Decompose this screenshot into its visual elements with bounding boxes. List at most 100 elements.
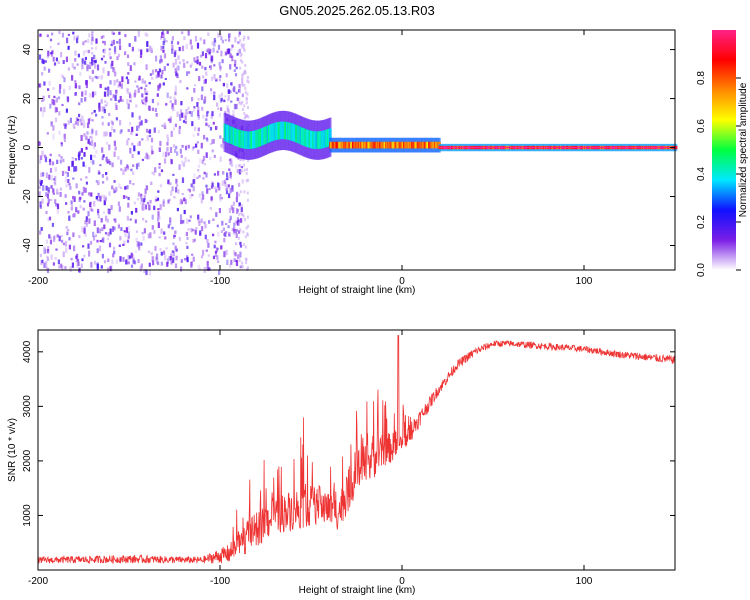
heatmap-cell	[97, 208, 100, 214]
heatmap-cell	[174, 58, 178, 65]
heatmap-cell	[143, 80, 147, 84]
heatmap-cell	[158, 163, 161, 166]
heatmap-cell	[105, 156, 108, 162]
heatmap-cell	[112, 32, 115, 35]
x-tick-label: 100	[576, 276, 593, 287]
heatmap-cell	[68, 86, 71, 90]
heatmap-cell	[175, 255, 178, 261]
heatmap-cell	[91, 47, 94, 50]
heatmap-cell	[162, 82, 165, 86]
heatmap-cell	[225, 231, 228, 234]
heatmap-cell	[192, 134, 195, 138]
heatmap-cell	[123, 230, 126, 233]
heatmap-cell	[149, 73, 152, 76]
heatmap-cell	[238, 202, 241, 206]
heatmap-cell	[218, 269, 221, 275]
heatmap-cell	[92, 160, 95, 165]
heatmap-cell	[188, 71, 191, 74]
heatmap-cell	[222, 171, 225, 175]
heatmap-cell	[232, 207, 235, 214]
heatmap-cell	[127, 202, 130, 208]
heatmap-cell	[162, 49, 165, 53]
heatmap-cell	[224, 39, 227, 42]
heatmap-cell	[84, 40, 87, 43]
heatmap-cell	[213, 244, 216, 249]
heatmap-cell	[134, 219, 137, 224]
heatmap-cell	[109, 160, 112, 166]
heatmap-cell	[200, 94, 203, 100]
heatmap-cell	[120, 227, 123, 231]
heatmap-cell	[118, 244, 121, 247]
heatmap-cell	[166, 63, 169, 66]
heatmap-cell	[38, 191, 41, 197]
heatmap-cell	[129, 99, 132, 103]
heatmap-cell	[119, 45, 122, 50]
heatmap-cell	[163, 53, 167, 59]
heatmap-cell	[64, 241, 68, 247]
heatmap-cell	[190, 228, 193, 233]
heatmap-cell	[229, 90, 232, 94]
heatmap-cell	[127, 103, 130, 110]
heatmap-cell	[61, 32, 65, 38]
heatmap-cell	[235, 66, 238, 70]
heatmap-cell	[115, 89, 118, 94]
heatmap-cell	[238, 31, 241, 35]
heatmap-cell	[226, 259, 229, 265]
heatmap-cell	[239, 48, 242, 52]
heatmap-cell	[43, 246, 46, 249]
heatmap-cell	[131, 112, 134, 118]
heatmap-cell	[193, 109, 196, 112]
heatmap-cell	[71, 75, 74, 81]
heatmap-cell	[136, 85, 139, 88]
heatmap-cell	[113, 226, 116, 231]
heatmap-cell	[159, 83, 162, 88]
heatmap-cell	[219, 66, 222, 70]
heatmap-cell	[102, 154, 105, 158]
heatmap-cell	[118, 83, 121, 87]
heatmap-cell	[159, 248, 162, 251]
heatmap-cell	[326, 129, 330, 147]
heatmap-cell	[87, 49, 90, 54]
heatmap-cell	[83, 133, 86, 137]
heatmap-cell	[247, 178, 250, 182]
heatmap-cell	[141, 93, 144, 98]
heatmap-cell	[159, 140, 162, 146]
heatmap-cell	[120, 168, 123, 171]
heatmap-cell	[104, 104, 107, 107]
heatmap-cell	[74, 58, 77, 62]
heatmap-cell	[206, 110, 210, 114]
heatmap-cell	[126, 88, 129, 92]
heatmap-cell	[238, 90, 241, 94]
heatmap-cell	[184, 157, 187, 163]
heatmap-cell	[85, 216, 88, 222]
heatmap-cell	[47, 88, 50, 91]
heatmap-cell	[238, 222, 240, 226]
heatmap-cell	[209, 48, 212, 52]
heatmap-cell	[98, 106, 101, 112]
heatmap-cell	[194, 35, 198, 42]
heatmap-cell	[246, 79, 249, 83]
heatmap-cell	[125, 76, 128, 80]
heatmap-cell	[160, 261, 163, 266]
heatmap-cell	[78, 102, 81, 106]
heatmap-cell	[75, 207, 78, 213]
heatmap-cell	[204, 96, 207, 103]
heatmap-cell	[50, 52, 53, 55]
heatmap-cell	[211, 41, 214, 46]
heatmap-cell	[148, 262, 151, 267]
heatmap-cell	[115, 259, 118, 264]
heatmap-cell	[45, 172, 48, 179]
heatmap-cell	[239, 228, 242, 232]
heatmap-region-narrowing-line	[329, 137, 441, 153]
heatmap-cell	[85, 181, 88, 185]
heatmap-cell	[166, 92, 169, 98]
heatmap-cell	[129, 94, 132, 98]
heatmap-cell	[198, 193, 201, 198]
heatmap-cell	[43, 66, 46, 71]
heatmap-cell	[239, 190, 242, 194]
heatmap-cell	[145, 92, 148, 96]
heatmap-cell	[233, 258, 236, 263]
heatmap-cell	[206, 138, 209, 142]
heatmap-cell	[243, 47, 246, 51]
heatmap-cell	[244, 218, 247, 222]
